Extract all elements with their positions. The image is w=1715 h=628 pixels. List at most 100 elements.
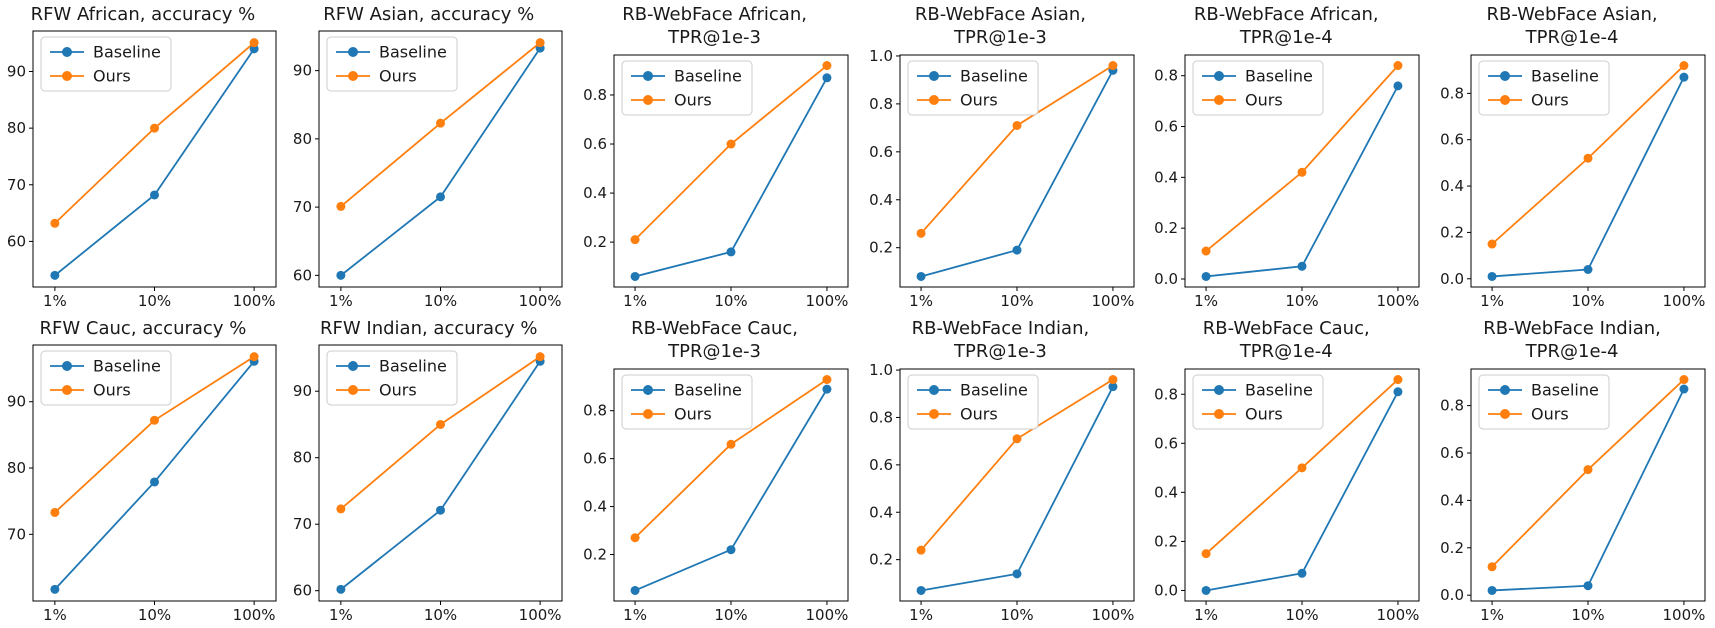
chart-rfw-african-accuracy: RFW African, accuracy % 60 70 80 90 1% 10% 100%… <box>0 0 286 314</box>
legend: Baseline Ours <box>326 350 458 406</box>
data-point-marker <box>1393 374 1403 384</box>
chart-title: RB-WebFace African, TPR@1e-3 <box>622 4 807 49</box>
x-tick-label: 10% <box>714 292 747 310</box>
legend-marker-sample <box>1500 94 1511 105</box>
legend-label: Ours <box>960 90 998 109</box>
y-tick-label: 0.2 <box>583 545 607 563</box>
y-tick-label: 0.6 <box>869 456 893 474</box>
data-point-marker <box>50 219 60 229</box>
chart-title: RFW Cauc, accuracy % <box>39 318 247 339</box>
legend-box <box>907 374 1038 430</box>
y-tick-label: 0.6 <box>1440 444 1464 462</box>
x-tick-label: 100% <box>519 292 562 310</box>
y-tick-label: 70 <box>293 516 312 534</box>
x-tick-label: 10% <box>138 292 171 310</box>
y-tick-label: 0.6 <box>1154 434 1178 452</box>
chart-plot: 0.0 0.2 0.4 0.6 0.8 1% 10% 100% Baseline Ours <box>1154 54 1420 310</box>
legend: Baseline Ours <box>907 374 1038 430</box>
series-ours-markers <box>1201 60 1403 256</box>
y-tick-label: 0.4 <box>1440 491 1464 509</box>
data-point-marker <box>336 504 346 514</box>
chart-title: RB-WebFace Cauc, TPR@1e-3 <box>631 318 799 363</box>
legend-marker-sample <box>347 385 358 396</box>
y-tick-label: 0.2 <box>583 233 607 251</box>
legend-marker-sample <box>1214 408 1225 419</box>
y-tick-label: 0.8 <box>869 408 893 426</box>
chart-plot: 0.0 0.2 0.4 0.6 0.8 1% 10% 100% Baseline Ours <box>1440 368 1706 624</box>
data-point-marker <box>916 228 926 238</box>
data-point-marker <box>822 60 832 70</box>
data-point-marker <box>1583 264 1593 274</box>
series-ours-markers <box>336 352 545 514</box>
legend-marker-sample <box>62 385 72 396</box>
series-ours-markers <box>1201 374 1403 558</box>
x-tick-label: 10% <box>1571 292 1604 310</box>
x-tick-label: 100% <box>233 606 276 624</box>
data-point-marker <box>1583 464 1593 474</box>
x-tick-label: 100% <box>519 606 562 624</box>
series-ours-markers <box>630 60 832 244</box>
series-baseline-markers <box>1201 81 1403 281</box>
y-tick-label: 80 <box>293 449 312 467</box>
legend-box <box>621 60 753 116</box>
legend-box <box>326 36 458 92</box>
chart-title: RFW Indian, accuracy % <box>320 318 538 339</box>
data-point-marker <box>435 420 445 430</box>
legend: Baseline Ours <box>326 36 458 92</box>
chart-title: RB-WebFace Cauc, TPR@1e-4 <box>1202 318 1370 363</box>
legend-label: Baseline <box>674 66 742 85</box>
legend-box <box>1192 60 1324 116</box>
legend-box <box>40 36 172 92</box>
legend-box <box>1192 374 1324 430</box>
y-tick-label: 0.8 <box>1440 84 1464 102</box>
legend-marker-sample <box>62 361 72 372</box>
data-point-marker <box>1679 374 1689 384</box>
data-point-marker <box>1583 153 1593 163</box>
legend-box <box>1478 60 1610 116</box>
y-tick-label: 0.6 <box>583 135 607 153</box>
legend: Baseline Ours <box>40 36 172 92</box>
y-tick-label: 0.0 <box>1440 270 1464 288</box>
x-tick-label: 1% <box>1194 292 1218 310</box>
x-tick-label: 100% <box>1091 292 1134 310</box>
legend-label: Baseline <box>1245 380 1313 399</box>
legend: Baseline Ours <box>621 60 753 116</box>
y-tick-label: 70 <box>7 176 26 194</box>
x-tick-label: 10% <box>714 606 747 624</box>
series-ours-markers <box>916 374 1117 555</box>
y-tick-label: 90 <box>7 393 26 411</box>
data-point-marker <box>1679 72 1689 82</box>
y-tick-label: 60 <box>293 582 312 600</box>
data-point-marker <box>726 544 736 554</box>
chart-title: RB-WebFace Asian, TPR@1e-3 <box>914 4 1086 49</box>
y-tick-label: 0.2 <box>1440 223 1464 241</box>
y-tick-label: 70 <box>7 526 26 544</box>
y-tick-label: 0.6 <box>583 449 607 467</box>
legend-box <box>1478 374 1610 430</box>
y-tick-label: 70 <box>293 199 312 217</box>
y-tick-label: 0.6 <box>869 143 893 161</box>
data-point-marker <box>1012 120 1021 130</box>
legend-label: Baseline <box>1531 66 1599 85</box>
x-tick-label: 10% <box>1000 292 1033 310</box>
chart-rb-webface-asian-tpr-1e-3: RB-WebFace Asian, TPR@1e-3 0.2 0.4 0.6 0.8 1.… <box>858 0 1144 314</box>
y-tick-label: 80 <box>7 459 26 477</box>
chart-title: RB-WebFace Asian, TPR@1e-4 <box>1486 4 1658 49</box>
x-tick-label: 1% <box>43 606 67 624</box>
data-point-marker <box>1297 261 1307 271</box>
legend-marker-sample <box>928 94 939 105</box>
data-point-marker <box>726 139 736 149</box>
data-point-marker <box>1201 271 1211 281</box>
y-tick-label: 0.4 <box>869 503 893 521</box>
x-tick-label: 10% <box>1286 292 1319 310</box>
legend-label: Baseline <box>93 43 161 62</box>
x-tick-label: 10% <box>1286 606 1319 624</box>
data-point-marker <box>1393 60 1403 70</box>
data-point-marker <box>1487 562 1497 572</box>
series-baseline-markers <box>916 381 1117 595</box>
y-tick-label: 0.0 <box>1440 586 1464 604</box>
data-point-marker <box>822 73 832 83</box>
data-point-marker <box>916 545 926 555</box>
y-tick-label: 0.6 <box>1154 117 1178 135</box>
legend-marker-sample <box>1214 70 1225 81</box>
